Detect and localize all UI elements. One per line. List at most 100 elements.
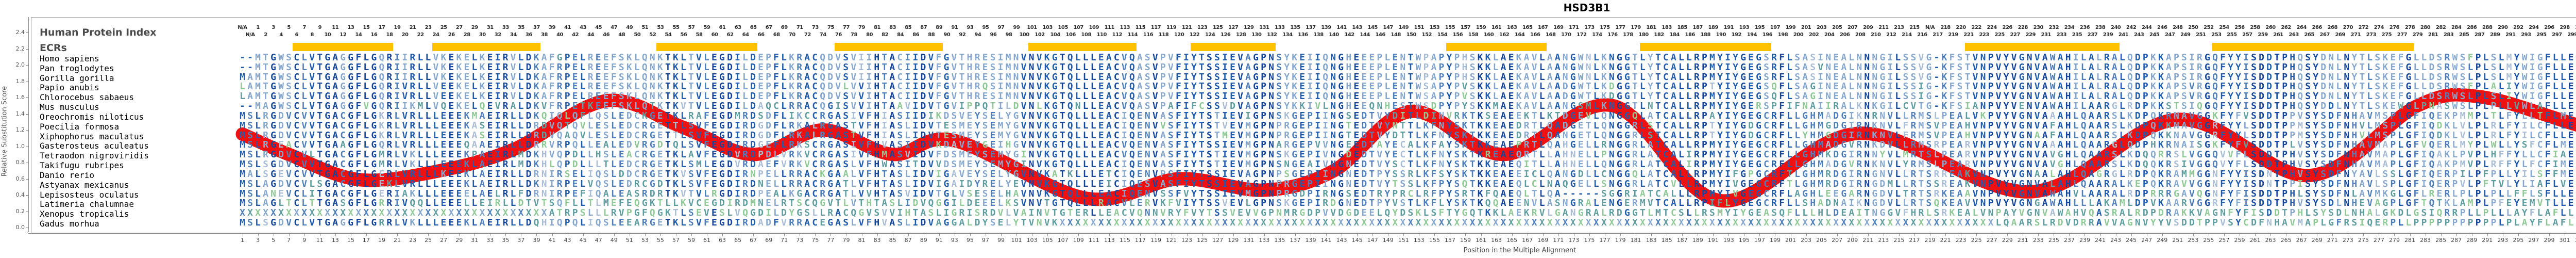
residue-cell: F bbox=[355, 110, 362, 121]
residue-cell: G bbox=[1756, 81, 1761, 92]
residue-cell: C bbox=[812, 91, 818, 102]
residue-cell: S bbox=[603, 120, 609, 131]
residue-cell: W bbox=[2049, 91, 2056, 102]
residue-cell: K bbox=[1299, 101, 1306, 112]
residue-cell: L bbox=[1686, 71, 1692, 83]
residue-cell: I bbox=[912, 110, 919, 121]
residue-cell: P bbox=[1160, 168, 1166, 180]
residue-cell: L bbox=[2552, 120, 2558, 131]
residue-cell: E bbox=[440, 81, 447, 92]
residue-cell: K bbox=[1462, 130, 1468, 141]
residue-cell: M bbox=[1903, 149, 1909, 160]
residue-cell: L bbox=[2243, 159, 2249, 170]
residue-cell: L bbox=[680, 139, 686, 151]
residue-cell: L bbox=[1082, 61, 1089, 73]
residue-cell: C bbox=[1764, 110, 1769, 121]
residue-cell: K bbox=[440, 61, 447, 73]
residue-cell: A bbox=[2436, 159, 2443, 170]
residue-cell: H bbox=[2065, 52, 2071, 63]
residue-cell: E bbox=[1137, 159, 1143, 170]
residue-cell: Q bbox=[1601, 159, 1607, 170]
residue-cell: L bbox=[2096, 71, 2102, 83]
residue-cell: Y bbox=[2351, 52, 2358, 63]
residue-cell: R bbox=[410, 71, 416, 83]
residue-cell: G bbox=[348, 149, 354, 160]
residue-cell: F bbox=[1779, 81, 1785, 92]
residue-cell: F bbox=[866, 168, 872, 180]
residue-cell: L bbox=[1787, 110, 1793, 121]
residue-cell: Q bbox=[1129, 130, 1135, 141]
residue-cell: D bbox=[827, 91, 834, 102]
residue-cell: G bbox=[1879, 101, 1886, 112]
residue-cell: I bbox=[1222, 81, 1228, 92]
residue-cell: C bbox=[812, 110, 818, 121]
residue-cell: A bbox=[1802, 52, 1808, 63]
residue-cell: N bbox=[2344, 130, 2350, 141]
residue-cell: G bbox=[1570, 71, 1576, 83]
residue-cell: T bbox=[665, 110, 671, 121]
residue-cell: A bbox=[2042, 52, 2048, 63]
residue-cell: G bbox=[1926, 91, 1932, 102]
residue-cell: F bbox=[1779, 110, 1785, 121]
residue-cell: R bbox=[789, 101, 795, 112]
residue-cell: L bbox=[510, 139, 516, 151]
residue-cell: M bbox=[379, 159, 385, 170]
residue-cell: L bbox=[2073, 149, 2079, 160]
residue-cell: G bbox=[2197, 149, 2202, 160]
residue-cell: K bbox=[379, 110, 385, 121]
residue-cell: A bbox=[2057, 101, 2063, 112]
residue-cell: V bbox=[1995, 81, 2002, 92]
residue-cell: T bbox=[1214, 159, 1220, 170]
residue-cell: I bbox=[912, 81, 919, 92]
residue-cell: E bbox=[440, 149, 447, 160]
residue-cell: G bbox=[1052, 149, 1058, 160]
residue-cell: - bbox=[247, 61, 253, 73]
residue-cell: V bbox=[1238, 91, 1243, 102]
residue-cell: Q bbox=[820, 91, 826, 102]
residue-cell: E bbox=[1098, 81, 1104, 92]
residue-cell: V bbox=[286, 159, 292, 170]
residue-cell: R bbox=[2104, 168, 2110, 180]
residue-cell: V bbox=[1531, 61, 1537, 73]
residue-cell: R bbox=[1632, 130, 1638, 141]
residue-cell: G bbox=[1570, 81, 1576, 92]
residue-cell: E bbox=[572, 168, 578, 180]
residue-cell: D bbox=[1361, 120, 1367, 131]
residue-cell: V bbox=[2034, 71, 2040, 83]
residue-cell: K bbox=[456, 71, 462, 83]
residue-cell: L bbox=[1090, 101, 1096, 112]
y-tick-label: 0.2 bbox=[15, 207, 25, 215]
y-tick-label: 1.4 bbox=[15, 110, 25, 117]
residue-cell: E bbox=[595, 101, 601, 112]
residue-cell: E bbox=[1748, 110, 1754, 121]
residue-cell: E bbox=[464, 52, 470, 63]
residue-cell: G bbox=[2405, 139, 2412, 151]
residue-cell: M bbox=[2460, 159, 2466, 170]
residue-cell: E bbox=[990, 120, 996, 131]
residue-cell: E bbox=[2390, 52, 2396, 63]
residue-cell: G bbox=[348, 178, 354, 189]
residue-cell: I bbox=[2552, 159, 2558, 170]
residue-cell: L bbox=[2096, 52, 2102, 63]
residue-cell: R bbox=[2490, 130, 2497, 141]
residue-cell: T bbox=[317, 139, 323, 151]
residue-cell: Y bbox=[2514, 159, 2520, 170]
residue-cell: A bbox=[1670, 52, 1676, 63]
residue-cell: L bbox=[2506, 139, 2512, 151]
residue-cell: E bbox=[379, 168, 385, 180]
residue-cell: F bbox=[1903, 120, 1909, 131]
residue-cell: V bbox=[835, 71, 841, 83]
residue-cell: I bbox=[789, 110, 795, 121]
residue-cell: V bbox=[1531, 91, 1537, 102]
residue-cell: N bbox=[2266, 168, 2273, 180]
residue-cell: G bbox=[1292, 120, 1298, 131]
residue-cell: W bbox=[2521, 52, 2528, 63]
residue-cell: V bbox=[696, 130, 702, 141]
residue-cell: A bbox=[2111, 71, 2117, 83]
residue-cell: G bbox=[1292, 159, 1298, 170]
residue-cell: F bbox=[866, 130, 872, 141]
residue-cell: N bbox=[2344, 159, 2350, 170]
residue-cell: K bbox=[657, 71, 663, 83]
residue-cell: R bbox=[789, 149, 795, 160]
residue-cell: A bbox=[804, 101, 810, 112]
